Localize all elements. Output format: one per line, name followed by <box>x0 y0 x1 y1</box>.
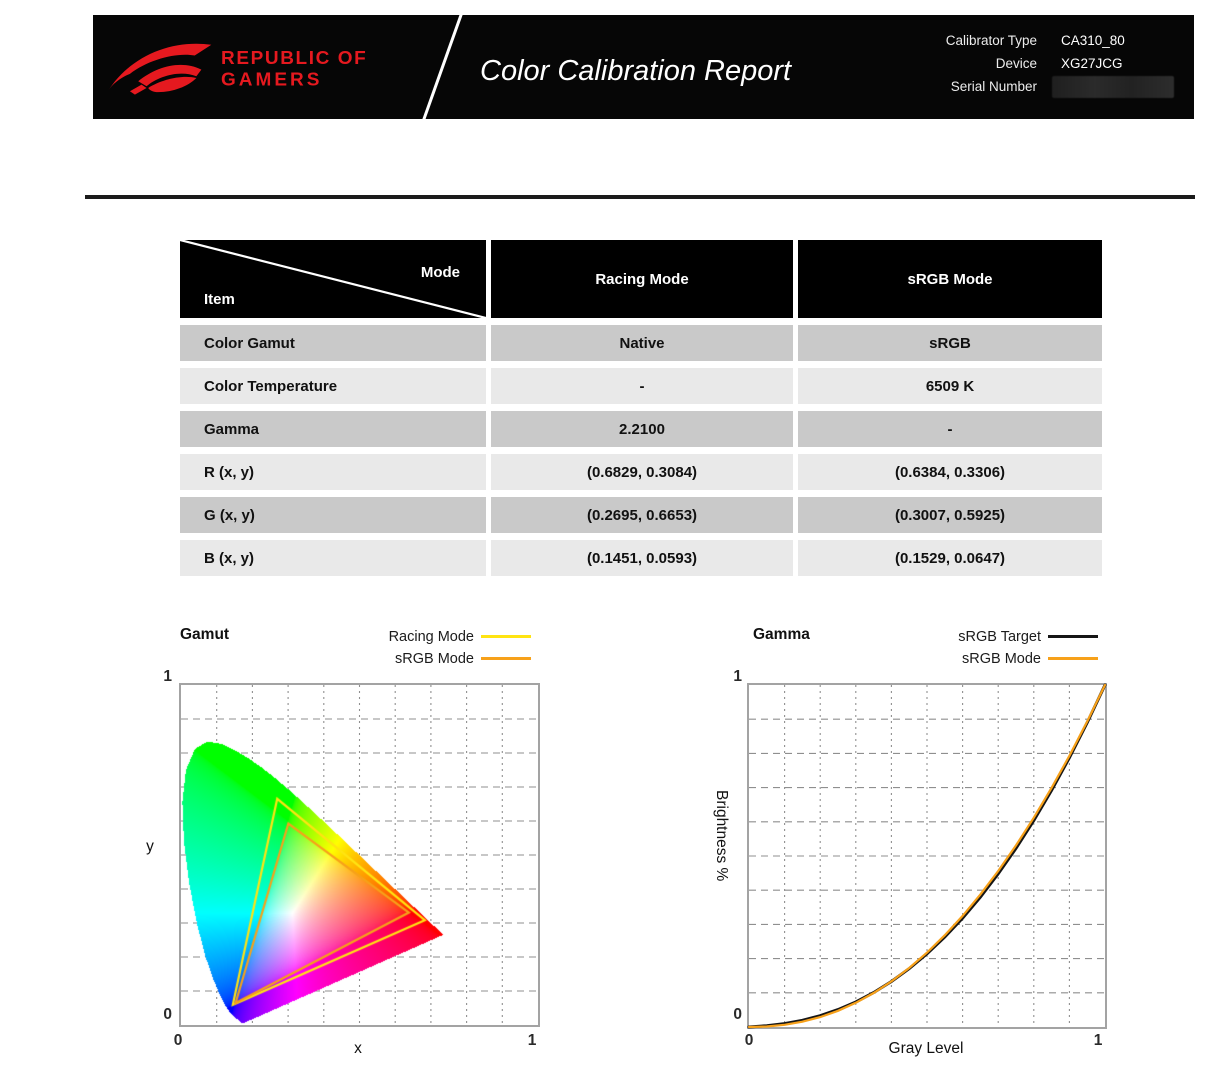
cell-r-xy-racing: (0.6829, 0.3084) <box>491 454 793 490</box>
gamma-xaxis-label: Gray Level <box>888 1040 964 1057</box>
device-value: XG27JCG <box>1061 56 1123 71</box>
legend-item-srgb-mode: sRGB Mode <box>300 648 531 669</box>
legend-label: Racing Mode <box>388 628 474 645</box>
calibration-table: Mode Item Racing Mode sRGB Mode Color Ga… <box>180 240 1102 576</box>
gamut-xtick-0: 0 <box>173 1032 183 1049</box>
gamut-ytick-1: 1 <box>163 668 172 685</box>
gamut-plot-area <box>179 683 540 1027</box>
corner-item-label: Item <box>204 291 235 308</box>
calibrator-type-label: Calibrator Type <box>945 33 1037 48</box>
column-header-racing: Racing Mode <box>491 240 793 318</box>
device-label: Device <box>995 56 1037 71</box>
cell-b-xy-racing: (0.1451, 0.0593) <box>491 540 793 576</box>
brand-wordmark: REPUBLIC OF GAMERS <box>221 49 367 91</box>
gamma-chart-title: Gamma <box>753 626 810 643</box>
cell-color-gamut-racing: Native <box>491 325 793 361</box>
gamma-ytick-0: 0 <box>733 1006 742 1023</box>
gamut-xtick-1: 1 <box>527 1032 537 1049</box>
row-label-r-xy: R (x, y) <box>180 454 486 490</box>
gamma-plot-area <box>747 683 1107 1029</box>
legend-label: sRGB Target <box>958 628 1041 645</box>
brand-line1: REPUBLIC OF <box>221 48 368 70</box>
cell-gamma-racing: 2.2100 <box>491 411 793 447</box>
cell-r-xy-srgb: (0.6384, 0.3306) <box>798 454 1102 490</box>
device-info-block: Calibrator Type CA310_80 Device XG27JCG … <box>837 29 1181 98</box>
gamut-legend: Racing Mode sRGB Mode <box>300 626 531 669</box>
legend-item-srgb-target: sRGB Target <box>860 626 1098 647</box>
cie-chromaticity-diagram <box>181 685 538 1025</box>
cell-color-temperature-racing: - <box>491 368 793 404</box>
header-banner: REPUBLIC OF GAMERS Color Calibration Rep… <box>93 15 1194 119</box>
table-corner-cell: Mode Item <box>180 240 486 318</box>
legend-line-swatch <box>481 635 531 638</box>
cell-b-xy-srgb: (0.1529, 0.0647) <box>798 540 1102 576</box>
info-row-device: Device XG27JCG <box>837 52 1181 75</box>
row-label-g-xy: G (x, y) <box>180 497 486 533</box>
calibrator-type-value: CA310_80 <box>1061 33 1125 48</box>
corner-mode-label: Mode <box>420 264 460 281</box>
cell-color-gamut-srgb: sRGB <box>798 325 1102 361</box>
gamma-legend: sRGB Target sRGB Mode <box>860 626 1098 669</box>
serial-number-label: Serial Number <box>950 79 1037 94</box>
brand-line2: GAMERS <box>221 70 323 91</box>
column-header-srgb: sRGB Mode <box>798 240 1102 318</box>
serial-redacted-box <box>1052 75 1174 98</box>
info-row-calibrator: Calibrator Type CA310_80 <box>837 29 1181 52</box>
gamma-xtick-1: 1 <box>1093 1032 1103 1049</box>
legend-item-srgb-mode: sRGB Mode <box>860 648 1098 669</box>
row-label-b-xy: B (x, y) <box>180 540 486 576</box>
cell-g-xy-srgb: (0.3007, 0.5925) <box>798 497 1102 533</box>
gamut-yaxis-label: y <box>146 838 154 855</box>
legend-label: sRGB Mode <box>962 650 1041 667</box>
gamma-yaxis-label: Brightness % <box>713 790 730 882</box>
row-label-color-temperature: Color Temperature <box>180 368 486 404</box>
cell-gamma-srgb: - <box>798 411 1102 447</box>
legend-item-racing-mode: Racing Mode <box>300 626 531 647</box>
gamut-chart-title: Gamut <box>180 626 230 643</box>
header-divider-rule <box>85 195 1195 199</box>
legend-line-swatch <box>481 657 531 660</box>
gamut-ytick-0: 0 <box>163 1006 172 1023</box>
cell-color-temperature-srgb: 6509 K <box>798 368 1102 404</box>
row-label-gamma: Gamma <box>180 411 486 447</box>
gamma-ytick-1: 1 <box>733 668 742 685</box>
legend-line-swatch <box>1048 635 1098 638</box>
row-label-color-gamut: Color Gamut <box>180 325 486 361</box>
cell-g-xy-racing: (0.2695, 0.6653) <box>491 497 793 533</box>
gamma-xtick-0: 0 <box>744 1032 754 1049</box>
report-title: Color Calibration Report <box>480 55 792 87</box>
legend-label: sRGB Mode <box>395 650 474 667</box>
corner-diagonal-line <box>180 240 486 318</box>
legend-line-swatch <box>1048 657 1098 660</box>
gamut-xaxis-label: x <box>354 1040 362 1057</box>
info-row-serial: Serial Number <box>837 75 1181 98</box>
rog-logo-icon <box>107 43 212 95</box>
banner-slash-divider <box>422 15 463 119</box>
gamma-curves <box>747 683 1107 1029</box>
